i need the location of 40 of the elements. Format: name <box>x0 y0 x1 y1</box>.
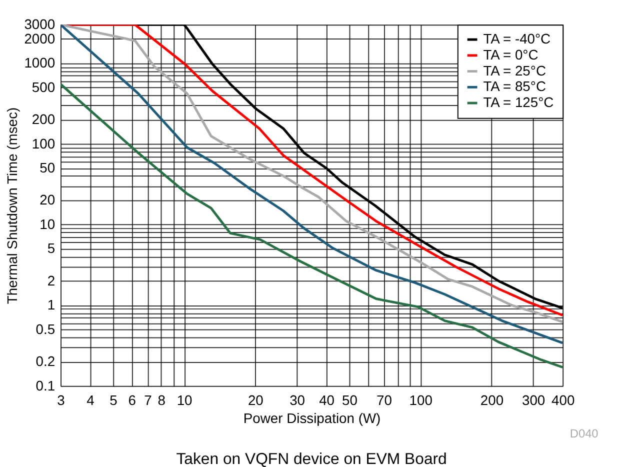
legend-label: TA = 0°C <box>483 46 538 62</box>
x-tick-label: 7 <box>144 392 152 408</box>
x-tick-label: 70 <box>376 392 392 408</box>
text: Taken on VQFN device on EVM Board <box>176 451 447 467</box>
x-tick-label: 4 <box>86 392 95 408</box>
legend-label: TA = 25°C <box>483 62 546 78</box>
y-tick-label: 2 <box>47 272 56 288</box>
x-tick-label: 100 <box>409 392 433 408</box>
y-tick-label: 3000 <box>24 16 56 32</box>
y-tick-label: 100 <box>32 135 56 152</box>
y-tick-label: 1 <box>47 296 56 313</box>
y-tick-label: 0.5 <box>36 320 56 337</box>
x-tick-label: 400 <box>552 392 575 408</box>
x-tick-label: 300 <box>522 392 546 408</box>
y-tick-label: 20 <box>40 192 56 208</box>
legend-label: TA = -40°C <box>483 30 551 47</box>
x-axis-title: Power Dissipation (W) <box>243 410 381 426</box>
y-tick-label: 5 <box>47 240 56 256</box>
y-tick-label: 10 <box>40 216 56 232</box>
y-tick-label: 2000 <box>24 30 56 46</box>
y-tick-label: 500 <box>32 78 56 95</box>
y-tick-label: 200 <box>32 111 56 128</box>
x-tick-label: 200 <box>480 392 504 408</box>
y-tick-label: 0.1 <box>36 377 56 394</box>
x-tick-label: 50 <box>342 392 358 408</box>
x-tick-label: 10 <box>176 392 193 408</box>
y-tick-label: 50 <box>40 160 56 176</box>
y-tick-label: 1000 <box>24 54 56 71</box>
y-tick-label: 0.2 <box>36 353 56 370</box>
x-tick-label: 8 <box>158 392 166 408</box>
text: D040 <box>570 426 599 440</box>
x-tick-label: 5 <box>110 392 118 408</box>
x-tick-label: 3 <box>57 392 66 408</box>
x-tick-label: 6 <box>128 392 136 408</box>
x-tick-label: 30 <box>290 392 306 408</box>
x-tick-label: 20 <box>248 392 264 408</box>
y-axis-title: Thermal Shutdown Time (msec) <box>4 107 20 304</box>
x-tick-label: 40 <box>319 392 335 408</box>
legend-label: TA = 85°C <box>483 78 546 94</box>
legend-label: TA = 125°C <box>483 94 554 110</box>
